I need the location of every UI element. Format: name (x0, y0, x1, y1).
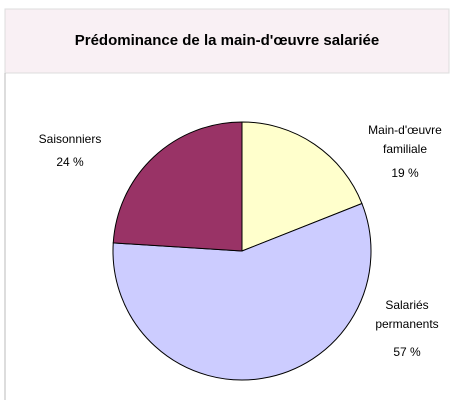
pie-slice (112, 121, 243, 252)
slice-label: Salariés permanents (375, 298, 439, 331)
pie-slice (241, 121, 363, 252)
chart-title: Prédominance de la main-d'œuvre salariée (74, 32, 380, 49)
slice-value-label: 57 % (393, 345, 421, 359)
slice-label: Saisonniers (38, 132, 102, 146)
slice-value-label: 19 % (391, 166, 419, 180)
title-band (4, 8, 450, 74)
slice-label: Main-d'œuvre familiale (368, 123, 442, 156)
pie-slice (112, 202, 372, 381)
slice-value-label: 24 % (56, 155, 84, 169)
